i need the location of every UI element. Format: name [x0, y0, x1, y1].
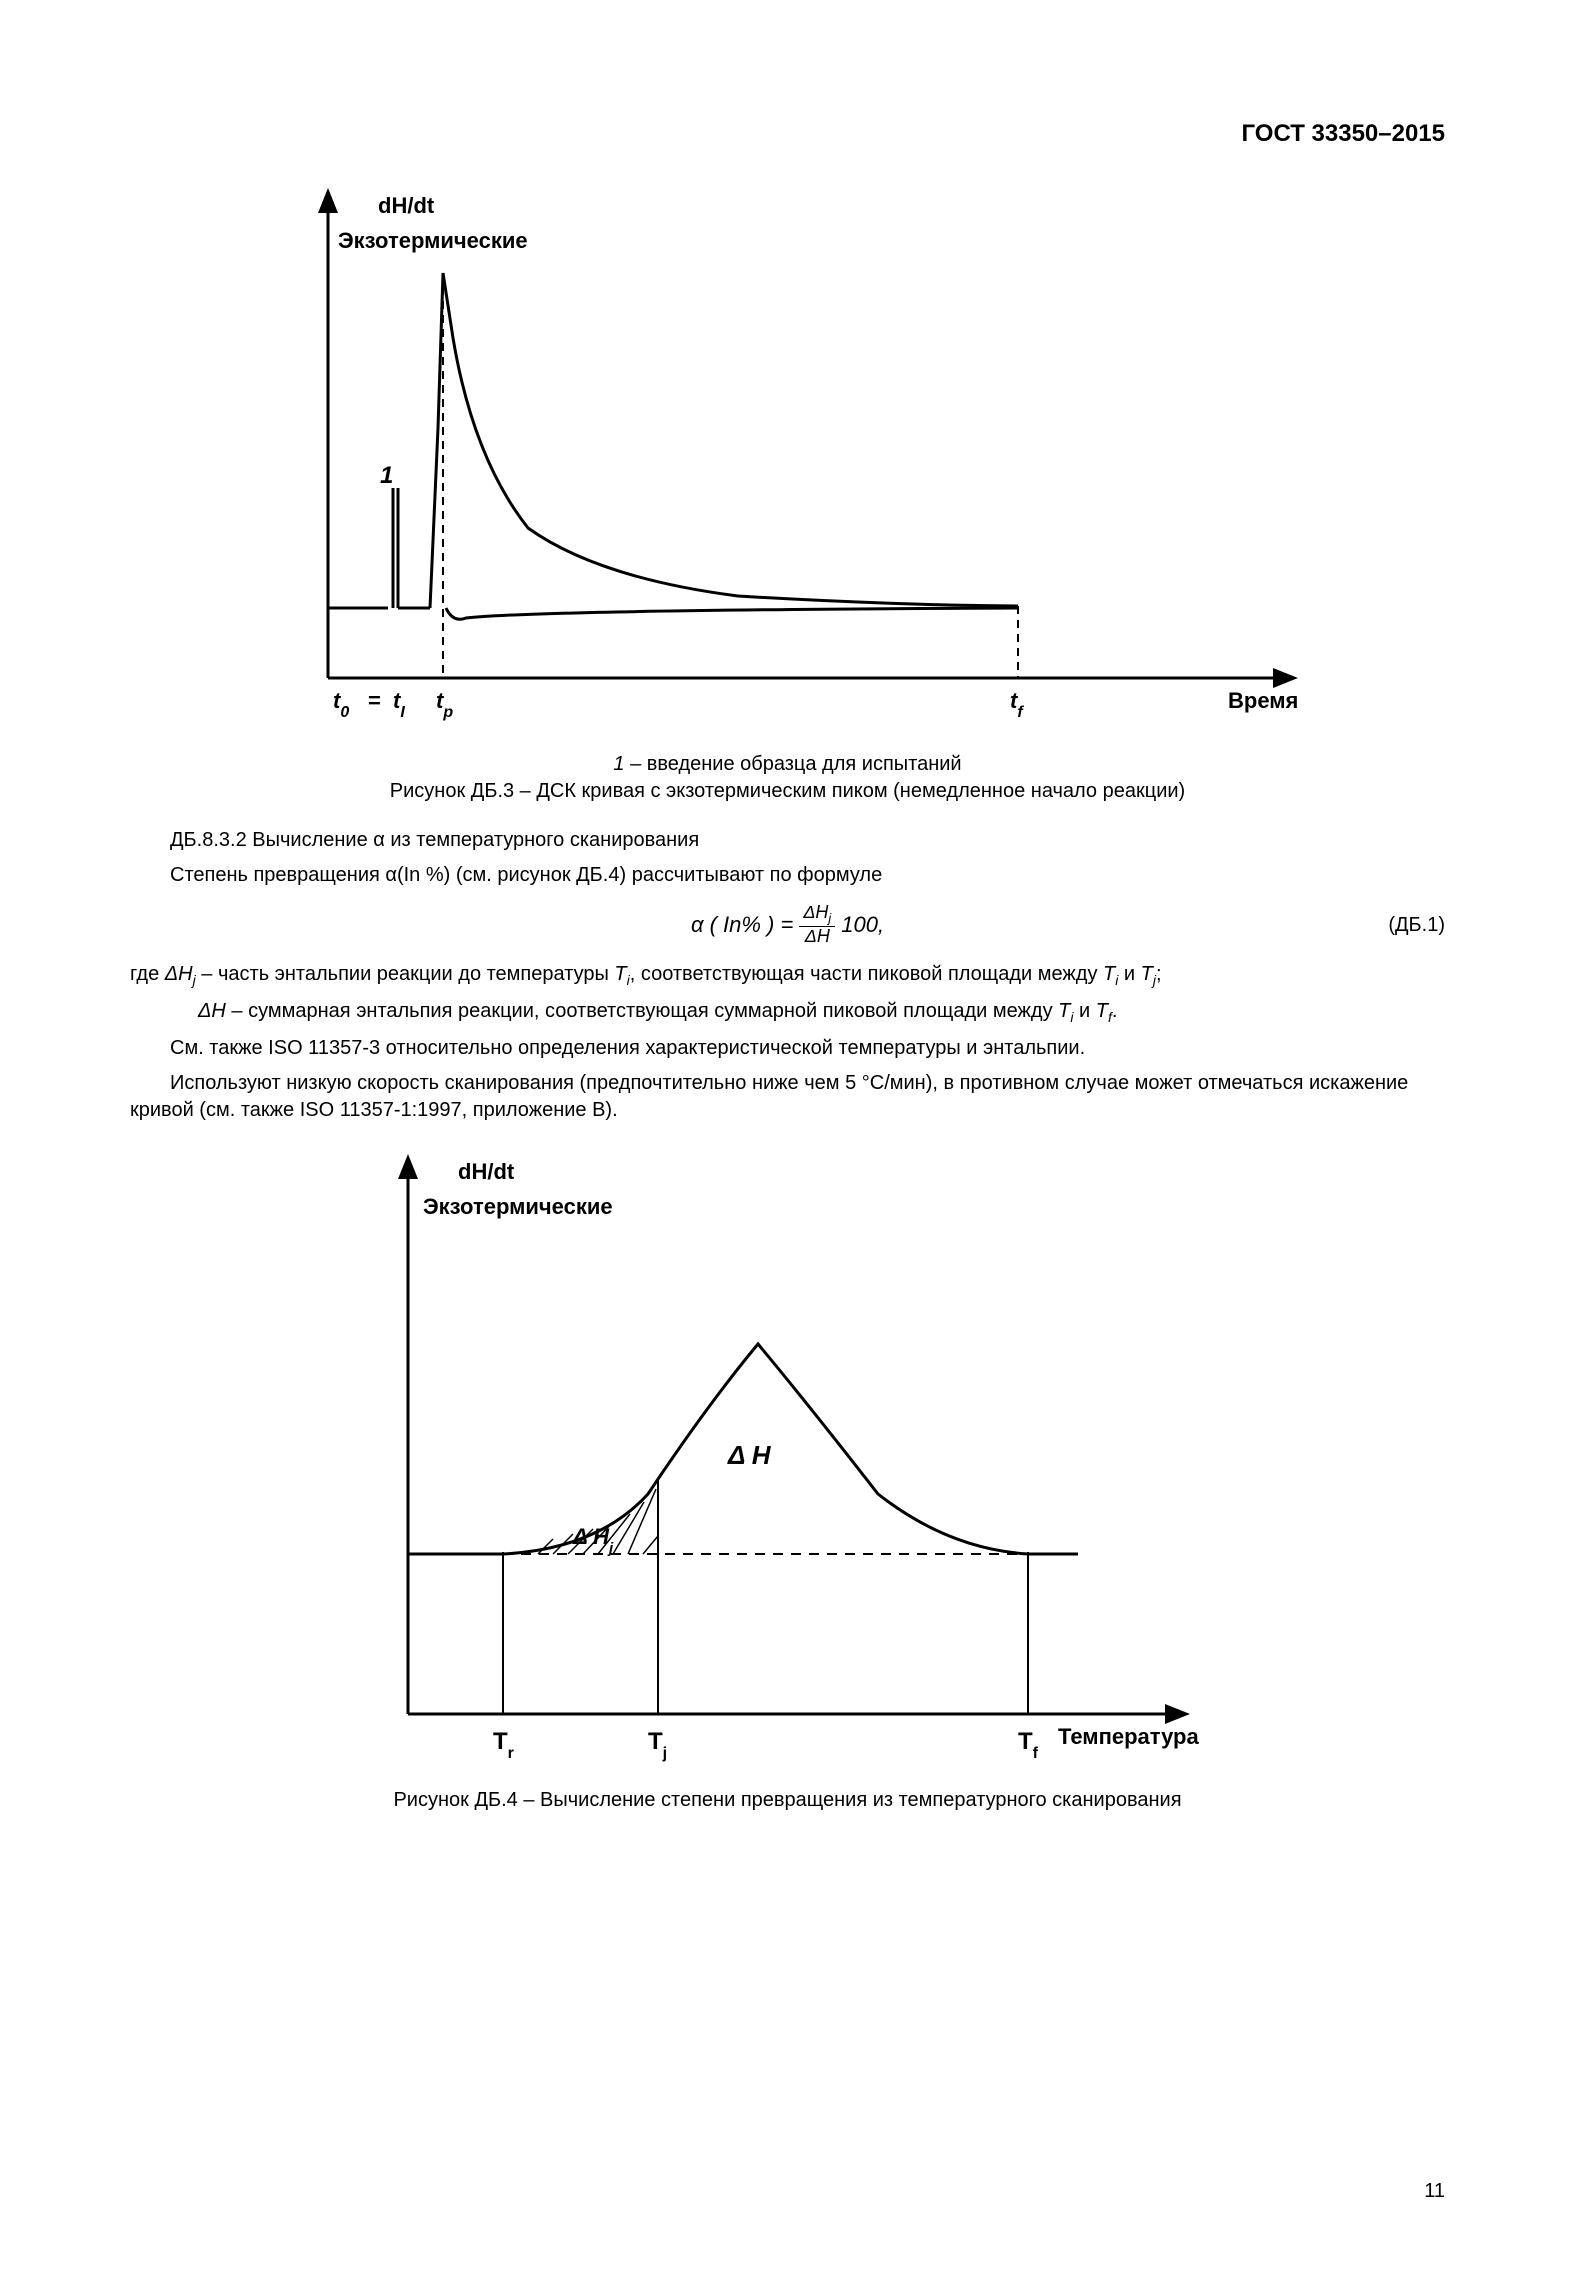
scan-rate: Используют низкую скорость сканирования …: [130, 1070, 1445, 1124]
chart1-marker-1: 1: [380, 462, 393, 489]
svg-text:Tr: Tr: [493, 1728, 514, 1762]
svg-text:tp: tp: [436, 688, 453, 721]
chart2-xlabel: Температура: [1058, 1724, 1199, 1749]
chart-db4: dH/dt Экзотермические Температура: [338, 1144, 1238, 1779]
chart-db3-svg: dH/dt Экзотермические Время 1 t0 =: [238, 178, 1338, 738]
formula-num-sub: j: [828, 912, 831, 926]
standard-header: ГОСТ 33350–2015: [130, 120, 1445, 148]
chart1-ysublabel: Экзотермические: [338, 228, 528, 253]
chart2-dHj-label: Δ Hj: [572, 1524, 614, 1557]
chart2-dH-label: Δ H: [727, 1440, 772, 1470]
chart2-caption: Рисунок ДБ.4 – Вычисление степени превра…: [130, 1789, 1445, 1812]
formula-lhs: α ( In% ) =: [691, 912, 793, 938]
page: ГОСТ 33350–2015 dH/dt Экзотермические Вр…: [0, 0, 1575, 2283]
chart1-legend: 1 – введение образца для испытаний: [130, 753, 1445, 776]
chart1-legend-text: – введение образца для испытаний: [625, 753, 962, 775]
chart-db3: dH/dt Экзотермические Время 1 t0 =: [238, 178, 1338, 743]
chart1-xlabel: Время: [1228, 688, 1298, 713]
chart2-ysublabel: Экзотермические: [423, 1194, 613, 1219]
svg-text:Tf: Tf: [1018, 1728, 1039, 1762]
chart1-caption: Рисунок ДБ.3 – ДСК кривая с экзотермичес…: [130, 780, 1445, 803]
formula-num: ΔH: [803, 902, 828, 922]
formula-den: ΔH: [801, 927, 834, 947]
formula-db1: α ( In% ) = ΔHj ΔH 100, (ДБ.1): [130, 903, 1445, 947]
chart1-legend-num: 1: [613, 753, 624, 775]
formula-ref: (ДБ.1): [1388, 914, 1445, 937]
svg-text:Tj: Tj: [648, 1728, 667, 1762]
chart1-ylabel: dH/dt: [378, 193, 435, 218]
svg-text:tI: tI: [393, 688, 405, 721]
chart2-ylabel: dH/dt: [458, 1159, 515, 1184]
def-dH: ΔH – суммарная энтальпия реакции, соотве…: [130, 998, 1445, 1027]
see-iso: См. также ISO 11357-3 относительно опред…: [130, 1035, 1445, 1062]
page-number: 11: [1424, 2180, 1445, 2203]
section-intro: Степень превращения α(In %) (см. рисунок…: [130, 862, 1445, 889]
section-number: ДБ.8.3.2 Вычисление α из температурного …: [130, 827, 1445, 854]
svg-text:t0: t0: [333, 688, 349, 721]
svg-text:=: =: [368, 688, 381, 713]
svg-text:tf: tf: [1010, 688, 1024, 721]
formula-tail: 100,: [841, 912, 884, 938]
def-dHj: где ΔHj – часть энтальпии реакции до тем…: [130, 961, 1445, 990]
chart-db4-svg: dH/dt Экзотермические Температура: [338, 1144, 1238, 1774]
formula-fraction: ΔHj ΔH: [799, 903, 835, 947]
